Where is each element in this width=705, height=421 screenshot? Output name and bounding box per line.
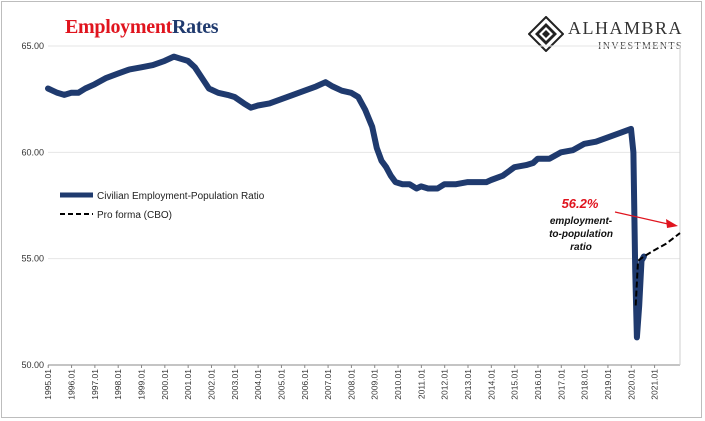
x-tick-label: 1996.01 (67, 369, 77, 400)
x-tick-label: 2003.01 (230, 369, 240, 400)
y-axis-ticks: 50.00 55.00 60.00 65.00 (21, 41, 44, 370)
x-tick-label: 2007.01 (323, 369, 333, 400)
employment-ratio-line (45, 53, 647, 341)
x-tick-label: 2010.01 (393, 369, 403, 400)
x-tick-label: 2017.01 (556, 369, 566, 400)
x-tick-label: 1997.01 (90, 369, 100, 400)
y-tick-label: 65.00 (21, 41, 44, 51)
alhambra-logo: ALHAMBRA INVESTMENTS (528, 16, 698, 56)
x-tick-label: 2018.01 (580, 369, 590, 400)
arrowhead-icon (666, 219, 678, 228)
x-tick-label: 2021.01 (650, 369, 660, 400)
legend: Civilian Employment-Population Ratio Pro … (60, 191, 265, 221)
legend-label-main: Civilian Employment-Population Ratio (97, 191, 265, 202)
annotation-arrow-line (614, 211, 669, 225)
x-tick-label: 2006.01 (300, 369, 310, 400)
chart-title-part2: Rates (172, 16, 219, 38)
x-tick-label: 1998.01 (113, 369, 123, 400)
x-tick-label: 2000.01 (160, 369, 170, 400)
x-tick-label: 1995.01 (43, 369, 53, 400)
annotation-value: 56.2% (562, 196, 599, 211)
annotation-text-line: to-population (549, 229, 613, 240)
x-tick-label: 1999.01 (137, 369, 147, 400)
x-tick-label: 2013.01 (463, 369, 473, 400)
diamond-logo-icon (528, 16, 564, 52)
x-tick-label: 2019.01 (603, 369, 613, 400)
x-tick-label: 2002.01 (206, 369, 216, 400)
y-tick-label: 55.00 (21, 254, 44, 264)
x-tick-label: 2015.01 (510, 369, 520, 400)
x-tick-label: 2014.01 (486, 369, 496, 400)
y-tick-label: 60.00 (21, 147, 44, 157)
grid-lines (48, 45, 681, 366)
chart-title: EmploymentRates (65, 16, 219, 39)
annotation: 56.2% employment-to-population ratio (549, 196, 678, 253)
x-tick-label: 2011.01 (416, 369, 426, 399)
annotation-text-line: ratio (570, 242, 592, 253)
x-tick-label: 2020.01 (626, 369, 636, 400)
x-tick-label: 2012.01 (440, 369, 450, 400)
x-tick-label: 2004.01 (253, 369, 263, 400)
x-tick-label: 2005.01 (276, 369, 286, 400)
annotation-text-line: employment- (550, 216, 613, 227)
x-tick-label: 2008.01 (346, 369, 356, 400)
y-tick-label: 50.00 (21, 360, 44, 370)
chart-title-part1: Employment (65, 16, 173, 38)
x-axis-ticks: 1995.01 1996.01 1997.01 1998.01 1999.01 2000.… (43, 365, 660, 400)
logo-name: ALHAMBRA (568, 18, 684, 38)
proforma-cbo-line (634, 232, 681, 306)
x-tick-label: 2009.01 (370, 369, 380, 400)
x-tick-label: 2016.01 (533, 369, 543, 400)
legend-label-proforma: Pro forma (CBO) (97, 210, 172, 221)
x-tick-label: 2001.01 (183, 369, 193, 400)
